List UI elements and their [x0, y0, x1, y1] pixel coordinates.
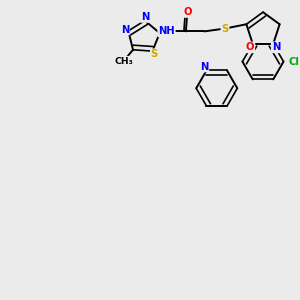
Text: O: O [246, 42, 254, 52]
Text: NH: NH [158, 26, 175, 36]
Text: O: O [183, 7, 192, 17]
Text: N: N [121, 25, 129, 34]
Text: S: S [221, 23, 229, 34]
Text: Cl: Cl [288, 57, 299, 67]
Text: CH₃: CH₃ [114, 57, 133, 66]
Text: S: S [151, 49, 158, 59]
Text: N: N [141, 12, 149, 22]
Text: N: N [200, 61, 208, 72]
Text: N: N [272, 42, 280, 52]
